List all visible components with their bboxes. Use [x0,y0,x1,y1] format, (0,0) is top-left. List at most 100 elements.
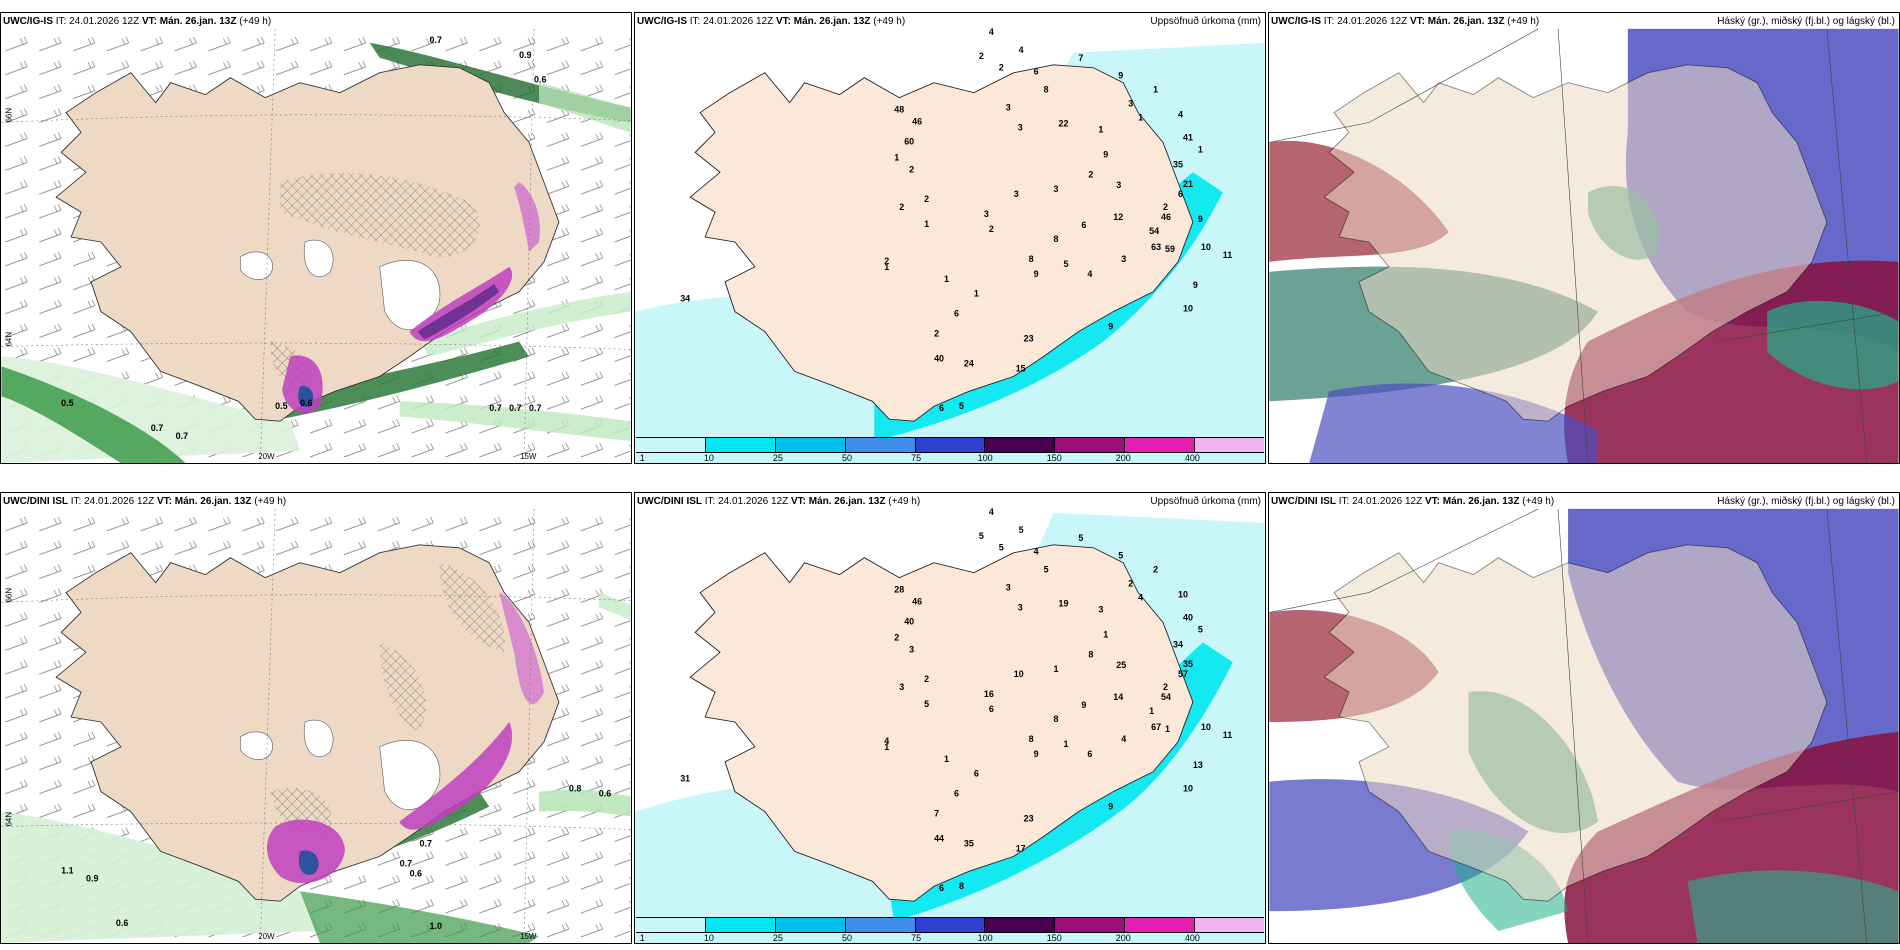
precip-value-label: 24 [964,358,974,368]
colorbar-tick: 150 [1046,933,1062,943]
precip-value-label: 5 [924,699,929,709]
precip-value-label: 1 [1165,724,1170,734]
precip-value-label: 5 [1198,624,1203,634]
colorbar-swatches [636,917,1265,933]
panel-clouds-bottom: UWC/DINI ISL IT: 24.01.2026 12Z VT: Mán.… [1268,492,1900,944]
colorbar-swatch [985,438,1056,452]
panel-title-right: Háský (gr.), miðský (fj.bl.) og lágský (… [1717,16,1895,27]
precip-value-label: 1 [884,262,889,272]
lon-label-15w: 15W [520,452,537,461]
lat-label-66n: 66N [4,588,13,603]
precip-value-label: 6 [954,309,959,319]
precip-value-label: 15 [1016,363,1026,373]
precip-value-label: 67 [1151,722,1161,732]
precip-value-label: 1 [944,754,949,764]
wind-value-labels: 0.8 0.61.10.90.70.61.00.60.7 [61,784,611,931]
precip-value-label: 4 [1034,547,1039,557]
wind-value-label: 0.9 [519,50,531,60]
precip-value-label: 54 [1149,226,1159,236]
panel-header: UWC/IG-IS IT: 24.01.2026 12Z VT: Mán. 26… [1271,16,1895,27]
precip-value-label: 1 [1138,113,1143,123]
precip-value-label: 3 [1054,184,1059,194]
panel-title-right: Uppsöfnuð úrkoma (mm) [1150,16,1261,27]
panel-header: UWC/DINI ISL IT: 24.01.2026 12Z VT: Mán.… [1271,496,1895,507]
precip-value-label: 9 [1108,802,1113,812]
panel-precip-top: UWC/IG-IS IT: 24.01.2026 12Z VT: Mán. 26… [634,12,1266,464]
precip-value-label: 3 [1006,583,1011,593]
colorbar-swatch [636,438,706,452]
precip-value-label: 9 [1103,149,1108,159]
colorbar-tick: 200 [1115,933,1131,943]
precip-value-label: 35 [1183,659,1193,669]
precip-value-label: 4 [1087,269,1092,279]
precip-value-label: 44 [934,833,944,843]
precip-value-label: 1 [1149,706,1154,716]
precip-value-label: 4 [1121,734,1126,744]
wind-value-label: 0.5 [61,398,73,408]
precip-value-label: 3 [1006,103,1011,113]
lat-label-64n: 64N [4,812,13,827]
precip-value-label: 8 [1029,254,1034,264]
precip-value-label: 11 [1223,730,1232,740]
precip-value-label: 4 [884,736,889,746]
colorbar-swatch [705,918,776,932]
cloud-map [1269,508,1899,943]
precip-value-label: 5 [1078,533,1083,543]
precip-value-label: 3 [1018,122,1023,132]
precip-value-label: 7 [934,809,939,819]
precip-value-label: 40 [934,353,944,363]
precip-value-label: 5 [1063,259,1068,269]
panel-header: UWC/DINI ISL IT: 24.01.2026 12Z VT: Mán.… [3,496,287,507]
precip-value-label: 60 [904,136,914,146]
lon-label-20w: 20W [258,932,275,941]
colorbar-tick: 75 [911,453,922,463]
precip-value-label: 5 [979,531,984,541]
precip-value-label: 1 [884,742,889,752]
iceland-landmass [689,544,1194,902]
wind-value-label: 0.8 [569,784,581,794]
graticule [1,28,631,463]
precip-value-label: 23 [1024,814,1034,824]
precip-value-label: 34 [680,294,690,304]
precip-value-label: 8 [1054,234,1059,244]
precip-value-label: 28 [894,585,904,595]
colorbar-tick: 200 [1115,453,1131,463]
panel-precip-bottom: UWC/DINI ISL IT: 24.01.2026 12Z VT: Mán.… [634,492,1266,944]
precip-value-label: 6 [1087,749,1092,759]
precip-value-label: 8 [1054,714,1059,724]
colorbar-swatch [1125,918,1196,932]
colorbar-tick: 25 [772,453,783,463]
colorbar-swatch [915,918,986,932]
precip-value-label: 1 [1198,144,1203,154]
precip-value-label: 4 [1178,110,1183,120]
iceland-landmass [1323,544,1828,902]
wind-value-label: 0.7 [509,403,521,413]
precip-value-label: 7 [1078,53,1083,63]
panel-clouds-top: UWC/IG-IS IT: 24.01.2026 12Z VT: Mán. 26… [1268,12,1900,464]
panel-header: UWC/DINI ISL IT: 24.01.2026 12Z VT: Mán.… [637,496,1261,507]
precip-value-label: 3 [909,644,914,654]
panel-title-right: Háský (gr.), miðský (fj.bl.) og lágský (… [1717,496,1895,507]
precip-value-label: 12 [1113,212,1123,222]
colorbar-swatch [1055,918,1126,932]
colorbar-swatch [1125,438,1196,452]
precip-value-label: 5 [1118,551,1123,561]
colorbar-ticks: 1 10 25 50 75 100 150 200 400 [636,933,1264,943]
precip-value-label: 6 [1034,67,1039,77]
precip-value-label: 9 [1118,71,1123,81]
precip-value-label: 59 [1165,244,1175,254]
colorbar-tick: 10 [703,453,714,463]
colorbar-swatch [775,438,846,452]
precip-value-label: 48 [894,105,904,115]
precip-value-label: 1 [974,289,979,299]
colorbar-tick: 75 [911,933,922,943]
precip-value-label: 2 [894,632,899,642]
cloud-map [1269,28,1899,463]
precip-value-label: 5 [1019,525,1024,535]
precip-value-label: 10 [1183,304,1193,314]
precip-value-label: 1 [894,152,899,162]
precip-value-label: 2 [1163,682,1168,692]
